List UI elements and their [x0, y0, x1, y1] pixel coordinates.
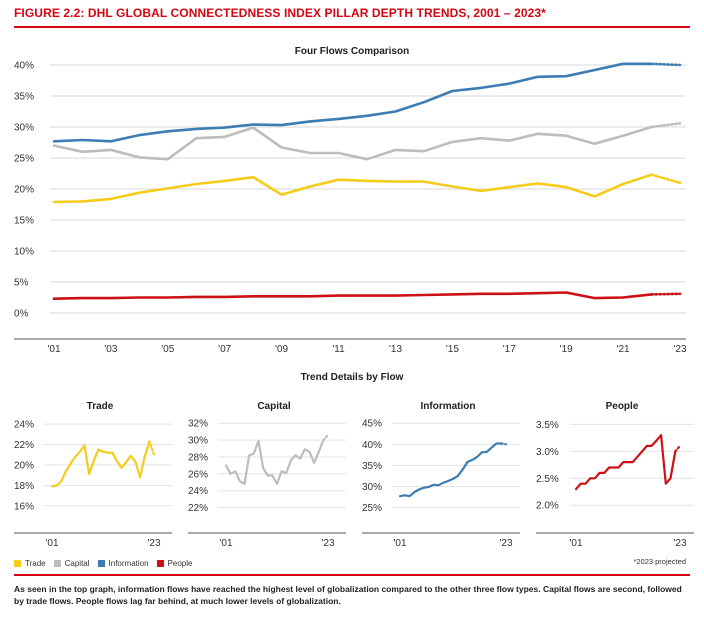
x-tick-label: '17: [503, 344, 516, 355]
legend-item-information: Information: [97, 558, 149, 568]
legend-label-trade: Trade: [25, 558, 46, 568]
x-tick-label: '23: [147, 538, 160, 549]
panel-title-capital: Capital: [257, 401, 291, 412]
x-tick-label: '19: [560, 344, 573, 355]
main-people-line: [52, 291, 653, 301]
legend-item-people: People: [156, 558, 193, 568]
y-tick-label: 2.0%: [536, 501, 559, 512]
y-tick-label: 3.0%: [536, 447, 559, 458]
y-tick-label: 2.5%: [536, 474, 559, 485]
x-tick-label: '05: [161, 344, 174, 355]
main-chart-title: Four Flows Comparison: [294, 46, 410, 57]
y-tick-label: 22%: [14, 440, 34, 451]
bottom-rule: [14, 574, 690, 576]
panel-trade-line: [50, 440, 151, 488]
y-tick-label: 35%: [14, 92, 34, 103]
y-tick-label: 5%: [14, 278, 29, 289]
information-mini-chart: Information 25% 30% 35% 40% 45% '01 '23: [362, 401, 520, 549]
legend-label-information: Information: [108, 558, 149, 568]
y-tick-label: 20%: [14, 185, 34, 196]
legend-item-capital: Capital: [53, 558, 90, 568]
y-tick-label: 16%: [14, 501, 34, 512]
main-trade-projected-line: [650, 173, 682, 185]
y-tick-label: 40%: [362, 440, 382, 451]
main-information-projected-line: [650, 62, 682, 67]
x-tick-label: '01: [569, 538, 582, 549]
y-tick-label: 30%: [188, 436, 208, 447]
panel-people-projected-line: [674, 444, 682, 453]
x-tick-label: '03: [104, 344, 117, 355]
x-tick-label: '07: [218, 344, 231, 355]
top-rule: [14, 26, 690, 28]
y-tick-label: 22%: [188, 503, 208, 514]
x-tick-label: '01: [47, 344, 60, 355]
people-mini-chart: People 2.0% 2.5% 3.0% 3.5% '01 '23: [536, 401, 694, 549]
legend-swatch-capital: [53, 559, 61, 567]
main-capital-projected-line: [650, 122, 682, 129]
x-tick-label: '01: [219, 538, 232, 549]
footnote: *2023 projected: [633, 557, 686, 566]
legend-swatch-trade: [14, 559, 21, 567]
y-tick-label: 24%: [188, 486, 208, 497]
legend: Trade Capital Information People: [14, 557, 200, 569]
y-tick-label: 40%: [14, 61, 34, 72]
x-tick-label: '23: [673, 344, 686, 355]
y-tick-label: 28%: [188, 453, 208, 464]
x-tick-label: '01: [393, 538, 406, 549]
y-tick-label: 3.5%: [536, 420, 559, 431]
y-tick-label: 45%: [362, 419, 382, 430]
y-tick-label: 0%: [14, 309, 29, 320]
y-tick-label: 10%: [14, 247, 34, 258]
section-subtitle: Trend Details by Flow: [300, 372, 404, 383]
x-tick-label: '15: [446, 344, 459, 355]
legend-item-trade: Trade: [14, 559, 46, 568]
y-tick-label: 32%: [188, 419, 208, 430]
panel-information-line: [398, 442, 503, 498]
x-tick-label: '21: [617, 344, 630, 355]
y-tick-label: 20%: [14, 460, 34, 471]
trade-mini-chart: Trade 16% 18% 20% 22% 24% '01 '23: [14, 401, 172, 549]
y-tick-label: 25%: [362, 503, 382, 514]
x-tick-label: '23: [321, 538, 334, 549]
y-tick-label: 30%: [14, 123, 34, 134]
panel-title-information: Information: [421, 401, 476, 412]
panel-information-projected-line: [500, 442, 508, 446]
figure-title: FIGURE 2.2: DHL GLOBAL CONNECTEDNESS IND…: [14, 6, 546, 20]
legend-label-capital: Capital: [64, 558, 90, 568]
y-tick-label: 35%: [362, 461, 382, 472]
main-trade-line: [52, 173, 653, 204]
main-information-line: [52, 62, 653, 143]
x-tick-label: '23: [673, 538, 686, 549]
y-tick-label: 25%: [14, 154, 34, 165]
x-tick-label: '23: [499, 538, 512, 549]
x-tick-label: '09: [275, 344, 288, 355]
main-people-projected-line: [650, 292, 682, 296]
y-tick-label: 24%: [14, 420, 34, 431]
main-chart: 0% 5% 10% 15% 20% 25% 30% 35% 40% '01 '03 '05 '07 '09…: [14, 61, 687, 355]
y-tick-label: 18%: [14, 481, 34, 492]
panel-title-people: People: [606, 401, 639, 412]
y-tick-label: 30%: [362, 482, 382, 493]
panel-capital-projected-line: [322, 433, 330, 442]
x-tick-label: '13: [389, 344, 402, 355]
x-tick-label: '11: [332, 344, 345, 355]
x-tick-label: '01: [45, 538, 58, 549]
panel-trade-projected-line: [148, 440, 156, 456]
legend-swatch-information: [97, 559, 105, 567]
legend-swatch-people: [156, 559, 164, 567]
y-tick-label: 26%: [188, 469, 208, 480]
legend-label-people: People: [167, 558, 193, 568]
caption: As seen in the top graph, information fl…: [14, 584, 682, 606]
main-capital-line: [52, 125, 653, 161]
panel-title-trade: Trade: [87, 401, 114, 412]
panel-capital-line: [224, 438, 325, 486]
capital-mini-chart: Capital 22% 24% 26% 28% 30% 32% '01 '23: [188, 401, 346, 549]
y-tick-label: 15%: [14, 216, 34, 227]
panel-people-line: [574, 434, 677, 491]
